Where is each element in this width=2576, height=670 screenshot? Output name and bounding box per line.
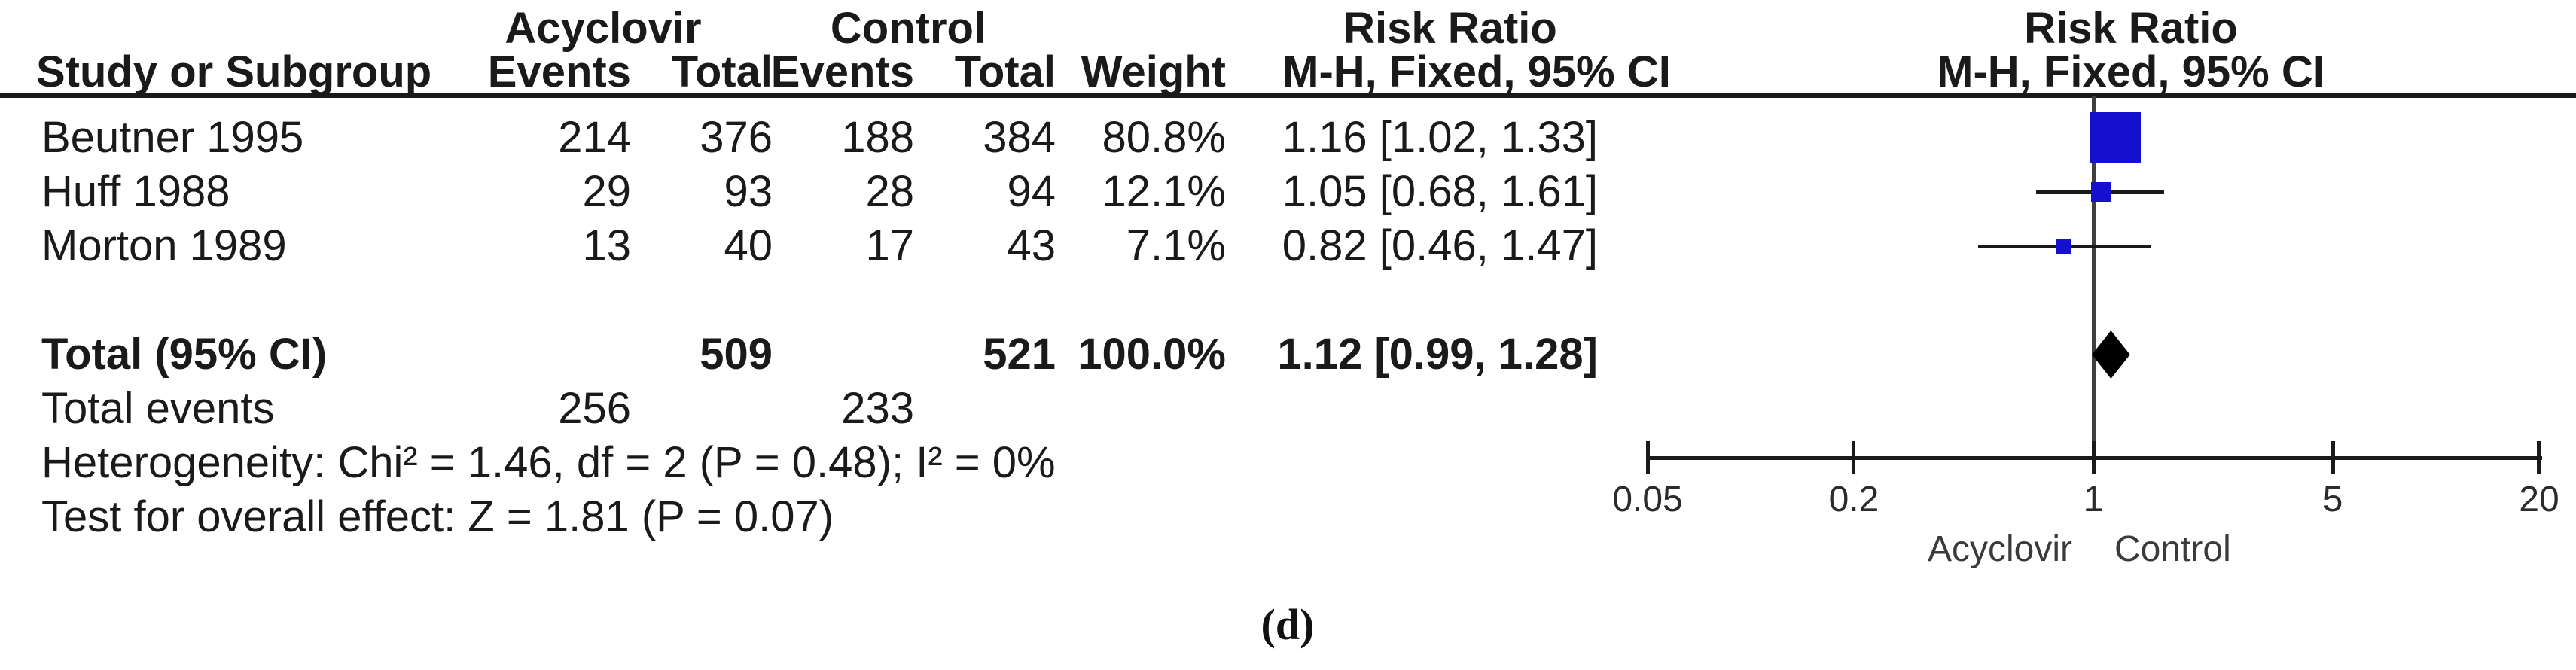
- favours-left-label: Acyclovir: [1927, 529, 2072, 569]
- control-total-events: 233: [841, 384, 914, 433]
- acyclovir-total-value: 93: [724, 167, 773, 216]
- weight-header: Weight: [1081, 47, 1226, 96]
- x-axis-tick-label: 20: [2519, 480, 2559, 519]
- effect-square-marker: [2090, 112, 2142, 163]
- mh-fixed-ci-left-header: M-H, Fixed, 95% CI: [1282, 47, 1671, 96]
- control-events-header: Events: [770, 47, 914, 96]
- header-column-row: Study or Subgroup Events Total Events To…: [0, 45, 2576, 99]
- acyclovir-grand-total: 509: [700, 330, 773, 379]
- control-total-value: 384: [983, 113, 1056, 162]
- acyclovir-total-value: 40: [724, 221, 773, 270]
- control-grand-total: 521: [983, 330, 1056, 379]
- total-events-row: Total events 256 233: [0, 382, 2576, 436]
- control-total-header: Total: [954, 47, 1056, 96]
- acyclovir-group-header: Acyclovir: [505, 4, 702, 53]
- risk-ratio-ci-value: 0.82 [0.46, 1.47]: [1282, 221, 1598, 270]
- heterogeneity-row: Heterogeneity: Chi² = 1.46, df = 2 (P = …: [0, 436, 2576, 490]
- total-risk-ratio-ci: 1.12 [0.99, 1.28]: [1277, 330, 1598, 379]
- acyclovir-total-value: 376: [700, 113, 773, 162]
- study-label: Beutner 1995: [41, 113, 304, 162]
- acyclovir-total-events: 256: [558, 384, 631, 433]
- weight-value: 7.1%: [1126, 221, 1226, 270]
- control-total-value: 43: [1007, 221, 1056, 270]
- heterogeneity-text: Heterogeneity: Chi² = 1.46, df = 2 (P = …: [41, 438, 1056, 487]
- figure-caption: (d): [1261, 600, 1315, 649]
- acyclovir-events-header: Events: [487, 47, 631, 96]
- control-events-value: 28: [865, 167, 914, 216]
- total-weight: 100.0%: [1078, 330, 1226, 379]
- pooled-diamond-marker: [2092, 330, 2130, 379]
- study-subgroup-header: Study or Subgroup: [36, 47, 432, 96]
- study-label: Morton 1989: [41, 221, 287, 270]
- study-label: Huff 1988: [41, 167, 230, 216]
- total-events-label: Total events: [41, 384, 275, 433]
- control-events-value: 188: [841, 113, 914, 162]
- x-axis-tick-label: 0.05: [1612, 480, 1683, 519]
- header-rule: [0, 93, 2576, 98]
- study-row: Beutner 1995 214 376 188 384 80.8% 1.16 …: [0, 111, 2576, 165]
- risk-ratio-right-header: Risk Ratio: [2024, 4, 2238, 53]
- favours-right-label: Control: [2114, 529, 2231, 569]
- x-axis-tick-label: 1: [2083, 480, 2104, 519]
- risk-ratio-ci-value: 1.16 [1.02, 1.33]: [1282, 113, 1598, 162]
- control-total-value: 94: [1007, 167, 1056, 216]
- effect-square-marker: [2056, 239, 2071, 254]
- study-row: Huff 1988 29 93 28 94 12.1% 1.05 [0.68, …: [0, 165, 2576, 219]
- mh-fixed-ci-right-header: M-H, Fixed, 95% CI: [1937, 47, 2325, 96]
- acyclovir-events-value: 214: [558, 113, 631, 162]
- x-axis-tick: [2537, 441, 2541, 474]
- acyclovir-events-value: 13: [582, 221, 631, 270]
- risk-ratio-ci-value: 1.05 [0.68, 1.61]: [1282, 167, 1598, 216]
- effect-square-marker: [2090, 182, 2111, 202]
- header-group-row: Acyclovir Control Risk Ratio Risk Ratio: [0, 2, 2576, 56]
- x-axis-tick-label: 5: [2322, 480, 2343, 519]
- acyclovir-total-header: Total: [671, 47, 773, 96]
- x-axis-tick-label: 0.2: [1828, 480, 1879, 519]
- x-axis-tick: [1645, 441, 1650, 474]
- study-row: Morton 1989 13 40 17 43 7.1% 0.82 [0.46,…: [0, 219, 2576, 273]
- null-effect-line: [2091, 96, 2096, 459]
- x-axis-tick: [1852, 441, 1856, 474]
- acyclovir-events-value: 29: [582, 167, 631, 216]
- total-row: Total (95% CI) 509 521 100.0% 1.12 [0.99…: [0, 327, 2576, 382]
- weight-value: 80.8%: [1102, 113, 1226, 162]
- overall-effect-text: Test for overall effect: Z = 1.81 (P = 0…: [41, 492, 834, 541]
- x-axis-tick: [2331, 441, 2335, 474]
- overall-effect-row: Test for overall effect: Z = 1.81 (P = 0…: [0, 490, 2576, 544]
- total-label: Total (95% CI): [41, 330, 328, 379]
- risk-ratio-left-header: Risk Ratio: [1343, 4, 1557, 53]
- control-group-header: Control: [830, 4, 986, 53]
- control-events-value: 17: [865, 221, 914, 270]
- weight-value: 12.1%: [1102, 167, 1226, 216]
- x-axis-tick: [2091, 441, 2096, 474]
